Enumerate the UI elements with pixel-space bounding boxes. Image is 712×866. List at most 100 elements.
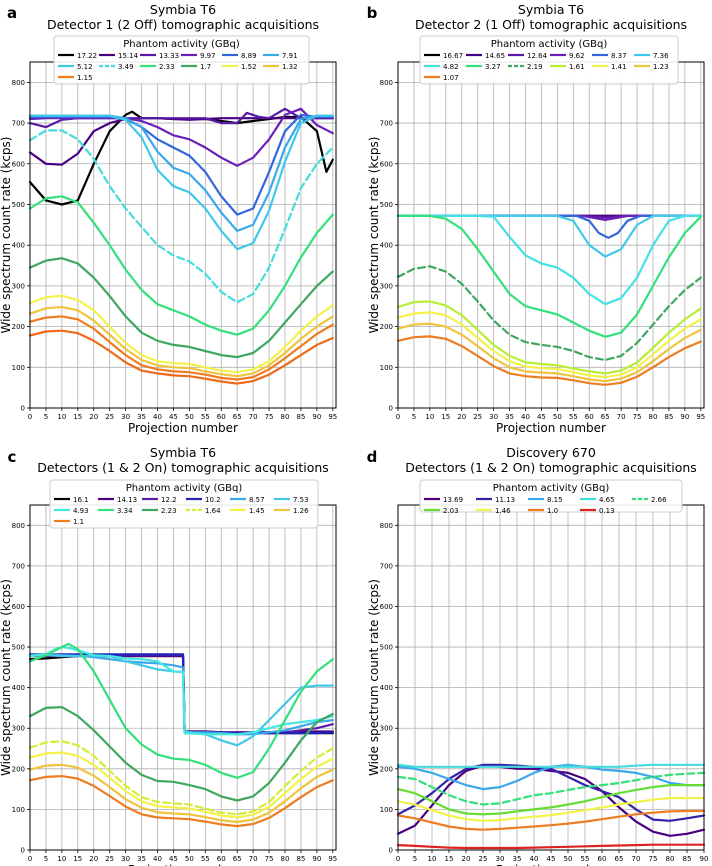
x-tick-label: 85 <box>664 413 673 421</box>
x-tick-label: 55 <box>201 855 210 863</box>
x-tick-label: 5 <box>44 855 48 863</box>
panel-title-line2: Detectors (1 & 2 On) tomographic acquisi… <box>405 460 697 475</box>
legend-label: 1.41 <box>611 63 627 71</box>
legend-label: 0.13 <box>599 507 615 515</box>
x-tick-label: 25 <box>105 855 114 863</box>
x-tick-label: 85 <box>296 413 305 421</box>
x-tick-label: 75 <box>265 855 274 863</box>
x-tick-label: 75 <box>265 413 274 421</box>
y-tick-label: 100 <box>380 364 393 372</box>
legend-label: 1.15 <box>77 74 93 82</box>
legend-title: Phantom activity (GBq) <box>493 483 610 494</box>
x-tick-label: 45 <box>547 855 556 863</box>
y-tick-label: 400 <box>12 242 25 250</box>
y-tick-label: 500 <box>380 644 393 652</box>
series-line-2-03 <box>396 783 706 816</box>
series-line-1-41 <box>396 311 702 379</box>
x-tick-label: 20 <box>457 413 466 421</box>
x-tick-label: 25 <box>479 855 488 863</box>
legend-label: 1.46 <box>495 507 511 515</box>
y-tick-label: 300 <box>12 282 25 290</box>
x-tick-label: 10 <box>425 413 434 421</box>
y-tick-label: 0 <box>389 847 393 855</box>
legend: Phantom activity (GBq) 17.22 15.14 13.33 9.9… <box>53 35 310 85</box>
legend-label: 4.93 <box>73 507 89 515</box>
y-tick-label: 700 <box>380 120 393 128</box>
panel-title-line2: Detector 2 (1 Off) tomographic acquisiti… <box>415 17 687 32</box>
x-tick-label: 0 <box>396 855 400 863</box>
panel-letter: a <box>7 4 17 22</box>
series-line-3-49 <box>28 129 334 304</box>
legend-label: 3.27 <box>485 63 501 71</box>
legend-box <box>49 479 319 529</box>
x-tick-label: 35 <box>137 855 146 863</box>
x-tick-label: 40 <box>530 855 539 863</box>
legend-label: 1.26 <box>293 507 309 515</box>
x-tick-label: 15 <box>73 855 82 863</box>
y-tick-label: 100 <box>12 364 25 372</box>
x-tick-label: 45 <box>169 413 178 421</box>
panel-title-line1: Symbia T6 <box>150 445 216 460</box>
series-line-1-1 <box>28 774 334 828</box>
x-tick-label: 70 <box>617 413 626 421</box>
series-line-2-23 <box>28 705 334 802</box>
y-tick-label: 600 <box>12 603 25 611</box>
panel-letter: b <box>367 4 378 22</box>
y-tick-label: 500 <box>12 644 25 652</box>
y-tick-label: 200 <box>12 323 25 331</box>
x-tick-label: 35 <box>137 413 146 421</box>
legend-label: 7.53 <box>293 496 309 504</box>
y-tick-label: 500 <box>12 201 25 209</box>
series-line-1-64 <box>28 740 334 816</box>
series-line-1-26 <box>28 763 334 824</box>
x-tick-label: 45 <box>169 855 178 863</box>
series-line-1-61 <box>396 300 702 375</box>
x-axis-label: Projection number <box>496 863 606 866</box>
legend-label: 9.62 <box>569 52 585 60</box>
legend-label: 8.89 <box>241 52 257 60</box>
series-line-2-19 <box>396 265 702 362</box>
legend-label: 2.66 <box>651 496 667 504</box>
legend-box <box>53 35 310 85</box>
panel-title-line1: Discovery 670 <box>506 445 596 460</box>
y-tick-label: 700 <box>12 562 25 570</box>
x-tick-label: 95 <box>328 855 337 863</box>
x-tick-label: 5 <box>413 855 417 863</box>
y-axis-label: Wide spectrum count rate (kcps) <box>0 137 13 334</box>
series-line-3-34 <box>28 642 334 779</box>
y-tick-label: 400 <box>380 684 393 692</box>
legend-title: Phantom activity (GBq) <box>126 483 243 494</box>
series-line-7-36 <box>396 214 702 258</box>
legend-label: 12.2 <box>161 496 177 504</box>
y-axis-label: Wide spectrum count rate (kcps) <box>367 137 381 334</box>
y-tick-label: 300 <box>12 725 25 733</box>
series-line-8-57 <box>28 653 334 736</box>
series-lines <box>28 642 334 828</box>
x-tick-label: 70 <box>632 855 641 863</box>
series-line-2-66 <box>396 771 706 806</box>
y-axis-label: Wide spectrum count rate (kcps) <box>367 579 381 776</box>
x-tick-label: 55 <box>581 855 590 863</box>
series-line-1-52 <box>28 294 334 374</box>
x-tick-label: 55 <box>569 413 578 421</box>
legend-label: 8.15 <box>547 496 563 504</box>
x-tick-label: 25 <box>105 413 114 421</box>
y-tick-label: 700 <box>380 562 393 570</box>
x-tick-label: 5 <box>412 413 416 421</box>
x-tick-label: 90 <box>680 413 689 421</box>
x-tick-label: 90 <box>312 413 321 421</box>
x-tick-label: 60 <box>217 413 226 421</box>
x-tick-label: 30 <box>489 413 498 421</box>
x-tick-label: 25 <box>473 413 482 421</box>
x-tick-label: 70 <box>249 413 258 421</box>
panel-letter: d <box>367 448 378 466</box>
x-tick-label: 60 <box>217 855 226 863</box>
x-tick-label: 20 <box>89 413 98 421</box>
y-tick-label: 500 <box>380 201 393 209</box>
series-line-4-93 <box>28 645 334 736</box>
x-tick-label: 10 <box>57 413 66 421</box>
x-axis-label: Projection number <box>128 421 238 435</box>
